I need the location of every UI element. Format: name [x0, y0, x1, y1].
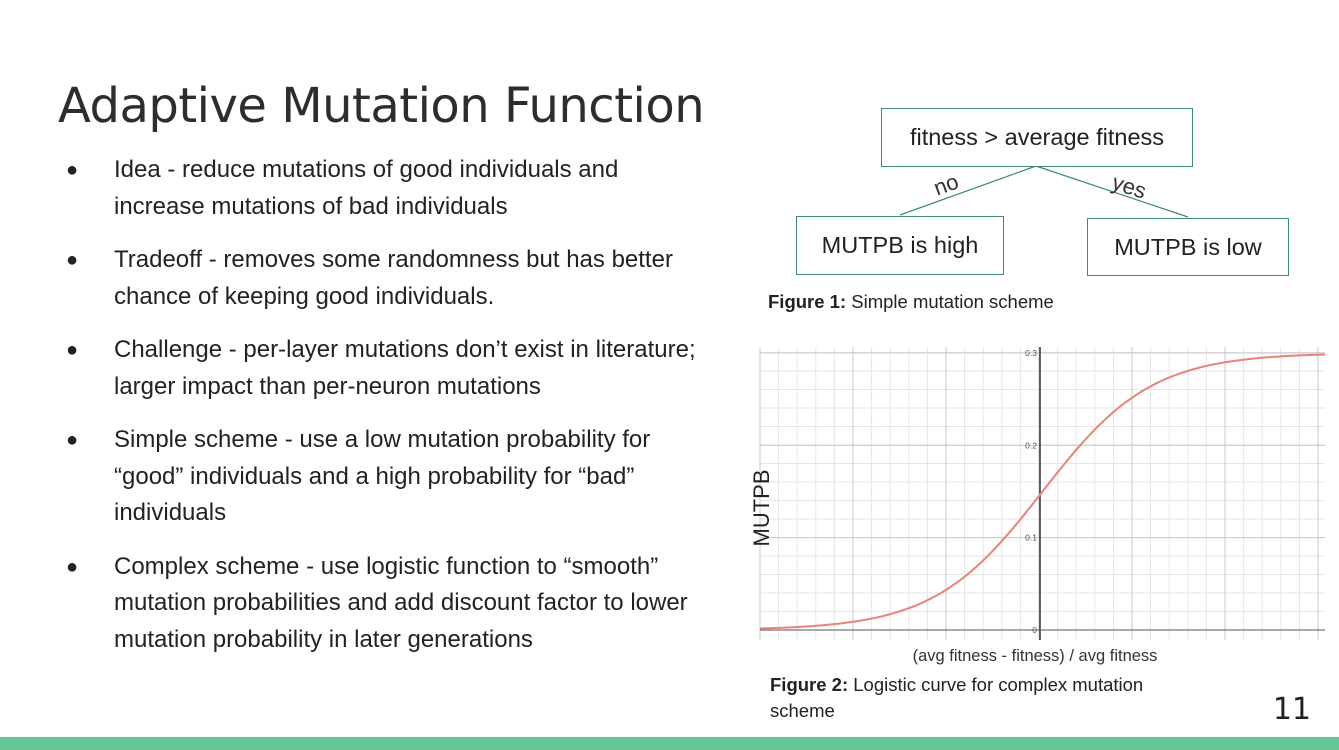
bullet-item: ● Challenge - per-layer mutations don’t e…	[66, 332, 706, 405]
bullet-text: Simple scheme - use a low mutation proba…	[114, 426, 651, 526]
bullet-list: ● Idea - reduce mutations of good individ…	[66, 152, 706, 675]
page-number: 11	[1272, 692, 1311, 727]
figure1-caption-label: Figure 1:	[768, 291, 847, 312]
bullet-text: Idea - reduce mutations of good individu…	[114, 156, 619, 220]
bullet-dot: ●	[66, 159, 79, 181]
footer-accent-bar	[0, 737, 1339, 750]
figure1-caption-text: Simple mutation scheme	[846, 291, 1054, 312]
bullet-item: ● Tradeoff - removes some randomness but …	[66, 242, 706, 315]
tree-leaf-low: MUTPB is low	[1087, 218, 1289, 276]
bullet-item: ● Complex scheme - use logistic function …	[66, 549, 706, 659]
bullet-text: Tradeoff - removes some randomness but h…	[114, 246, 673, 310]
bullet-dot: ●	[66, 339, 79, 361]
y-tick-label: 0.3	[1025, 348, 1037, 358]
chart-y-label: MUTPB	[749, 469, 774, 547]
bullet-item: ● Idea - reduce mutations of good individ…	[66, 152, 706, 225]
bullet-dot: ●	[66, 249, 79, 271]
figure2-caption: Figure 2: Logistic curve for complex mut…	[770, 672, 1210, 724]
chart-grid	[759, 347, 1325, 640]
figure1-caption: Figure 1: Simple mutation scheme	[768, 291, 1054, 313]
bullet-text: Complex scheme - use logistic function t…	[114, 552, 688, 653]
tree-root-node: fitness > average fitness	[881, 108, 1193, 167]
bullet-dot: ●	[66, 429, 79, 451]
figure2-caption-text: Logistic curve for complex mutation sche…	[770, 674, 1144, 721]
bullet-item: ● Simple scheme - use a low mutation prob…	[66, 422, 706, 532]
chart-x-label: (avg fitness - fitness) / avg fitness	[912, 647, 1158, 665]
bullet-dot: ●	[66, 555, 79, 578]
figure2-caption-label: Figure 2:	[770, 674, 849, 695]
slide-title: Adaptive Mutation Function	[58, 78, 705, 134]
tree-leaf-high: MUTPB is high	[796, 216, 1004, 275]
y-tick-label: 0	[1032, 625, 1037, 635]
bullet-text: Challenge - per-layer mutations don’t ex…	[114, 336, 696, 400]
y-tick-label: 0.2	[1025, 440, 1037, 450]
chart-axes	[760, 347, 1325, 640]
y-tick-label: 0.1	[1025, 533, 1037, 543]
chart-tick-labels: 0 0.1 0.2 0.3	[1025, 348, 1037, 635]
logistic-curve	[759, 353, 1326, 630]
